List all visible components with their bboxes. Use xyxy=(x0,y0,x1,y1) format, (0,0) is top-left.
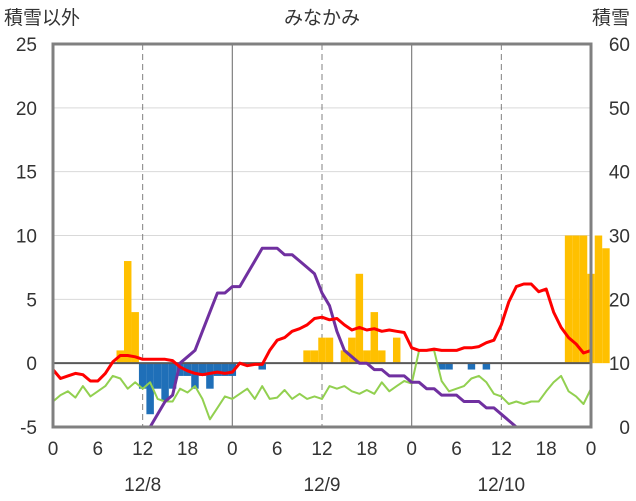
precip-bar xyxy=(370,312,379,364)
precip-bar xyxy=(123,261,132,364)
x-tick-label: 6 xyxy=(93,439,104,460)
x-tick-label: 12 xyxy=(132,439,153,460)
negative-bar xyxy=(206,363,214,389)
negative-bar xyxy=(191,363,199,389)
x-tick-label: 12 xyxy=(311,439,332,460)
x-tick-label: 18 xyxy=(536,439,557,460)
negative-bar xyxy=(445,363,453,370)
precip-bar xyxy=(325,337,334,364)
left-tick-label: 10 xyxy=(16,227,37,248)
x-tick-label: 6 xyxy=(272,439,283,460)
bar-series xyxy=(116,235,610,415)
precip-bar xyxy=(340,350,349,364)
negative-bar xyxy=(213,363,222,376)
date-label: 12/8 xyxy=(124,475,161,496)
gridlines xyxy=(53,44,591,427)
x-tick-label: 0 xyxy=(406,439,417,460)
x-tick-label: 6 xyxy=(451,439,462,460)
right-tick-label: 20 xyxy=(609,290,630,311)
right-tick-label: 0 xyxy=(619,418,630,439)
negative-bar xyxy=(258,363,266,370)
precip-bar xyxy=(572,235,580,364)
right-tick-label: 50 xyxy=(609,99,630,120)
right-tick-label: 40 xyxy=(609,163,630,184)
left-tick-label: 20 xyxy=(16,99,37,120)
right-axis-title: 積雪 xyxy=(592,7,630,29)
precip-bar xyxy=(594,235,603,364)
precip-bar xyxy=(303,350,311,364)
left-axis-title: 積雪以外 xyxy=(4,7,80,29)
right-tick-label: 60 xyxy=(609,35,630,56)
precip-bar xyxy=(355,273,364,364)
negative-bar xyxy=(437,363,446,370)
plot-frame xyxy=(51,42,593,429)
x-tick-label: 18 xyxy=(177,439,198,460)
green-line xyxy=(52,349,592,421)
left-tick-label: 15 xyxy=(16,163,37,184)
negative-bar xyxy=(168,363,177,389)
precip-bar xyxy=(392,337,401,364)
date-label: 12/10 xyxy=(478,475,526,496)
negative-bar xyxy=(153,363,162,389)
x-tick-label: 0 xyxy=(227,439,238,460)
precip-bar xyxy=(602,248,610,364)
left-tick-label: -5 xyxy=(20,418,37,439)
negative-bar xyxy=(221,363,229,376)
precip-bar xyxy=(579,235,588,364)
precip-bar xyxy=(363,350,371,364)
precip-bar xyxy=(378,350,386,364)
x-tick-label: 0 xyxy=(586,439,597,460)
precip-bar xyxy=(564,235,573,364)
negative-bar xyxy=(467,363,476,370)
negative-bar xyxy=(146,363,154,415)
negative-bar xyxy=(482,363,491,370)
right-tick-label: 10 xyxy=(609,354,630,375)
precip-bar xyxy=(318,337,326,364)
left-tick-label: 25 xyxy=(16,35,37,56)
chart-title: みなかみ xyxy=(284,7,360,29)
x-tick-label: 18 xyxy=(356,439,377,460)
date-label: 12/9 xyxy=(304,475,341,496)
negative-bar xyxy=(198,363,207,376)
x-tick-label: 0 xyxy=(48,439,59,460)
left-tick-label: 0 xyxy=(26,354,37,375)
right-tick-label: 30 xyxy=(609,227,630,248)
precip-bar xyxy=(348,337,356,364)
left-tick-label: 5 xyxy=(26,290,37,311)
negative-bar xyxy=(228,363,237,376)
negative-bar xyxy=(161,363,169,402)
red-line xyxy=(51,282,592,383)
negative-bar xyxy=(138,363,147,389)
precip-bar xyxy=(310,350,319,364)
precip-bar xyxy=(131,312,139,364)
x-tick-label: 12 xyxy=(491,439,512,460)
